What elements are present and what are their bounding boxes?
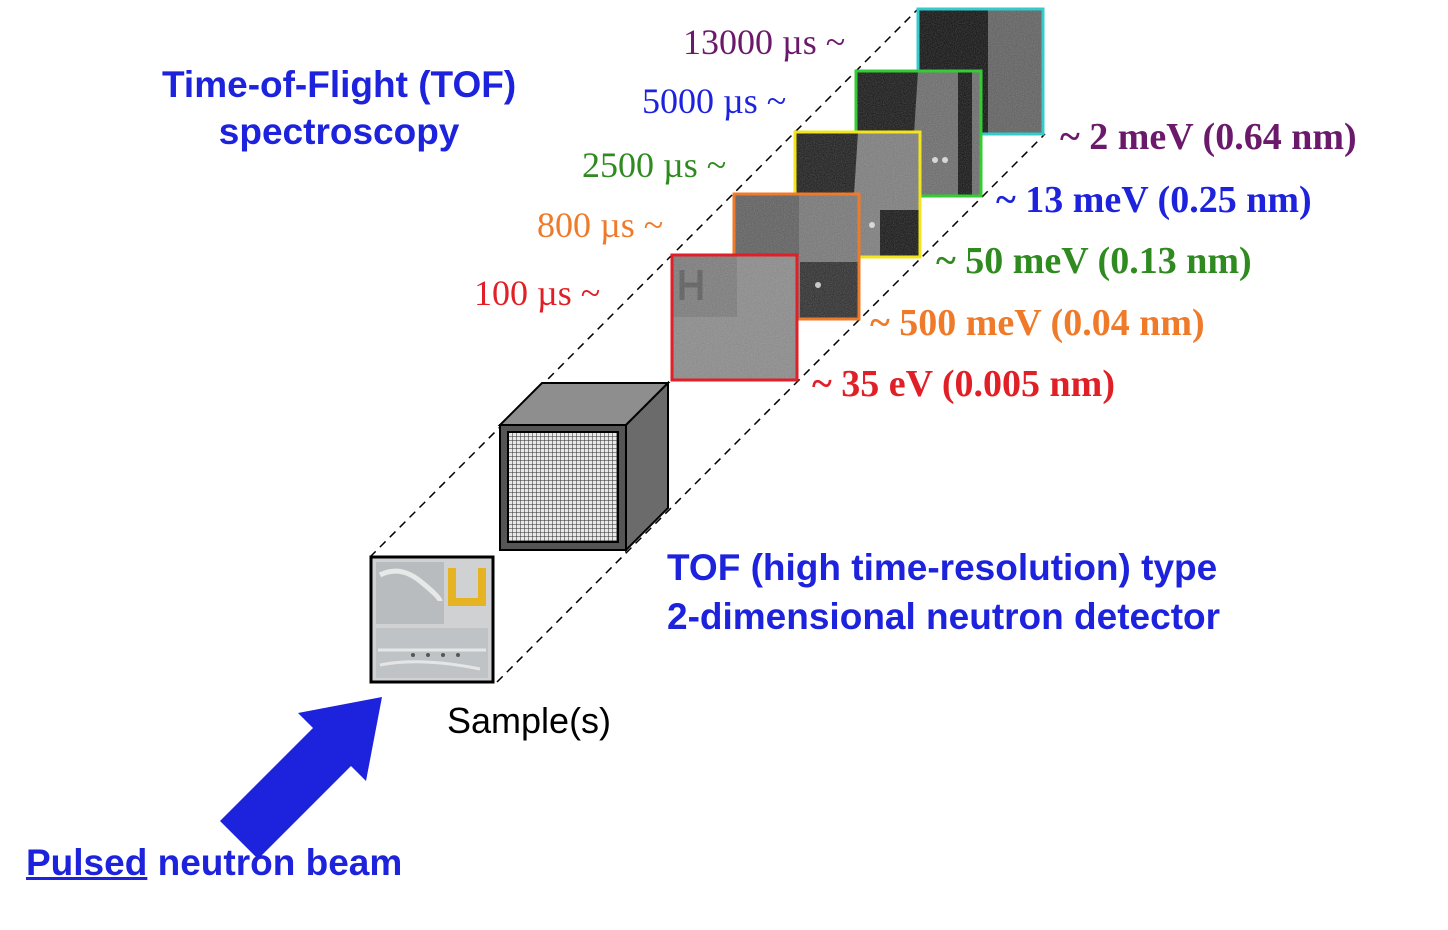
detector-line-1: TOF (high time-resolution) type: [667, 547, 1218, 588]
beam-label: Pulsed neutron beam: [26, 844, 402, 881]
beam-arrow: [220, 697, 382, 859]
energy-label-1: ~ 35 eV (0.005 nm): [812, 363, 1115, 405]
tof-label-2: 800 µs ~: [537, 205, 664, 245]
detector-line-2: 2-dimensional neutron detector: [667, 596, 1221, 637]
tof-label-5: 13000 µs ~: [683, 22, 846, 62]
energy-label-4: ~ 13 meV (0.25 nm): [996, 179, 1312, 221]
energy-label-5: ~ 2 meV (0.64 nm): [1060, 116, 1357, 158]
beam-label-emphasis: Pulsed: [26, 842, 148, 883]
detector-caption: TOF (high time-resolution) type 2-dimens…: [667, 549, 1220, 635]
tof-frame-1: [670, 253, 799, 382]
tof-frames: [670, 7, 1045, 382]
beam-label-rest: neutron beam: [147, 842, 403, 883]
detector-cube: [497, 380, 671, 553]
tof-label-4: 5000 µs ~: [642, 81, 787, 121]
diagram-title: Time-of-Flight (TOF) spectroscopy: [162, 66, 516, 150]
tof-label-1: 100 µs ~: [474, 273, 601, 313]
sample-image: [369, 555, 495, 684]
title-line-2: spectroscopy: [218, 111, 460, 152]
energy-label-2: ~ 500 meV (0.04 nm): [870, 302, 1205, 344]
energy-label-3: ~ 50 meV (0.13 nm): [936, 240, 1252, 282]
tof-label-3: 2500 µs ~: [582, 145, 727, 185]
sample-label: Sample(s): [447, 700, 612, 741]
beam-envelope: [369, 8, 1046, 683]
title-line-1: Time-of-Flight (TOF): [162, 64, 517, 105]
